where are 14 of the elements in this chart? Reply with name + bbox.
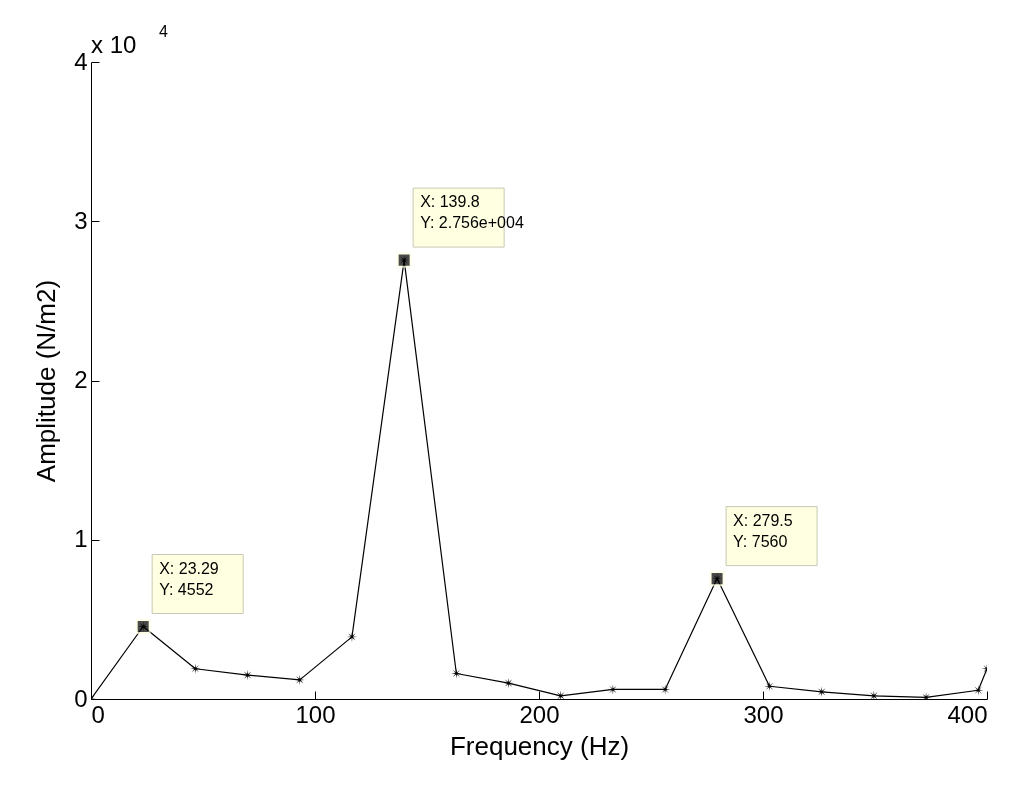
x-tick-label: 100: [295, 700, 336, 728]
y-tick-label: 3: [74, 206, 88, 234]
x-tick-label: 400: [947, 700, 988, 728]
y-axis-title: Amplitude (N/m2): [31, 279, 62, 483]
y-tick-label: 2: [74, 366, 88, 393]
y-tick-label: 4: [74, 47, 88, 75]
annotation: X: 23.29 Y: 4552: [159, 559, 219, 598]
x-tick-label: 200: [519, 700, 560, 728]
annotation: X: 139.8 Y: 2.756e+004: [420, 193, 524, 232]
x-tick-label: 0: [91, 700, 105, 728]
y-tick-label: 1: [74, 525, 88, 553]
x-tick-label: 300: [743, 700, 784, 728]
x-axis-title: Frequency (Hz): [449, 730, 630, 761]
annotation: X: 279.5 Y: 7560: [733, 511, 793, 550]
